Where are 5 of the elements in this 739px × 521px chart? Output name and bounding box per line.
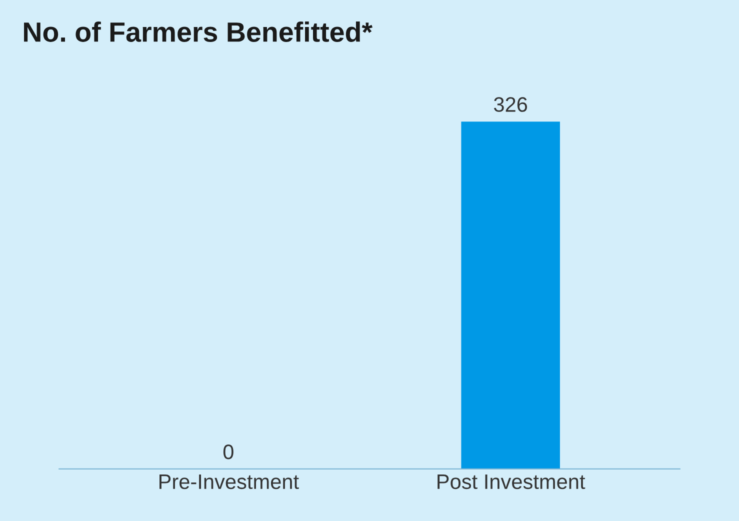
data-label: 0 xyxy=(223,444,234,460)
data-label: 326 xyxy=(494,97,528,112)
x-tick-label: Post Investment xyxy=(438,474,586,490)
x-tick-label: Pre-Investment xyxy=(160,474,299,490)
chart-title: No. of Farmers Benefitted* xyxy=(24,22,373,42)
